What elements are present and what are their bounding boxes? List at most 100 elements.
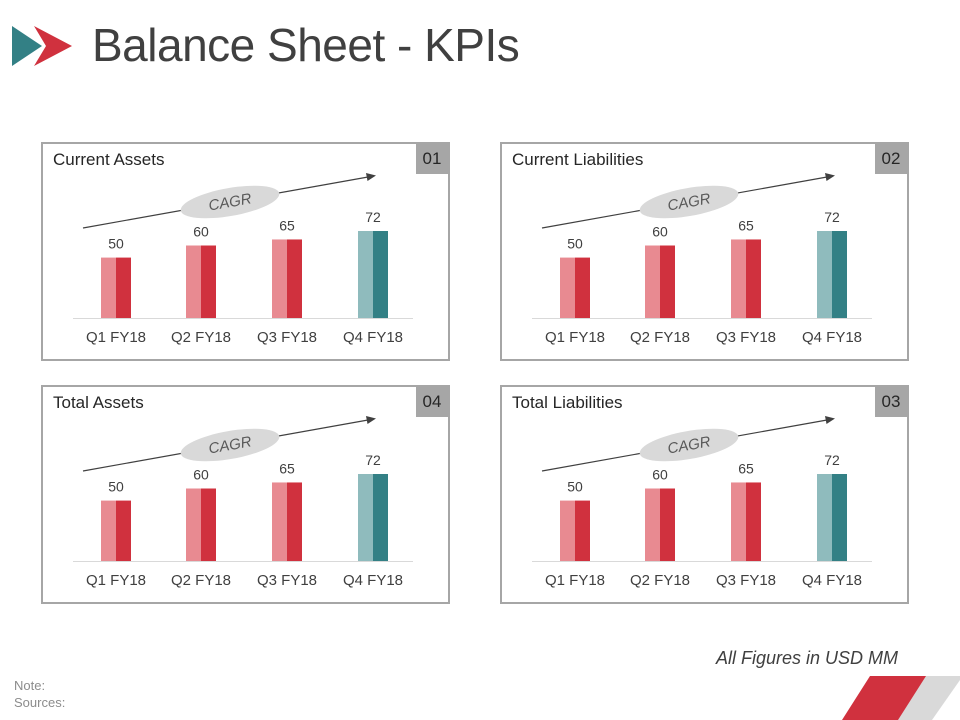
bar-q3-fy18	[731, 239, 761, 318]
panel-number-badge: 02	[875, 144, 907, 174]
cagr-ellipse	[639, 428, 739, 462]
bar-q3-fy18	[731, 482, 761, 561]
cagr-ellipse	[180, 185, 280, 219]
bar-q1-fy18	[101, 257, 131, 318]
bar-right-half	[201, 488, 216, 561]
data-label: 50	[108, 236, 124, 252]
category-label: Q3 FY18	[257, 572, 317, 589]
bar-left-half	[817, 474, 832, 561]
bar-right-half	[660, 245, 675, 318]
bar-right-half	[832, 474, 847, 561]
data-label: 72	[365, 452, 381, 468]
bar-left-half	[101, 257, 116, 318]
data-label: 65	[279, 217, 295, 233]
bar-q2-fy18	[186, 245, 216, 318]
bar-left-half	[560, 500, 575, 561]
kpi-panel-current-assets: CAGR 50 Q1 FY18 60 Q2 FY18 65 Q3 FY18 72 Q4 FY18…	[41, 142, 450, 361]
bar-right-half	[373, 231, 388, 318]
title-arrow-icon	[12, 26, 72, 66]
bar-right-half	[116, 500, 131, 561]
kpi-panel-current-liabilities: CAGR 50 Q1 FY18 60 Q2 FY18 65 Q3 FY18 72 Q4 FY18…	[500, 142, 909, 361]
bar-right-half	[832, 231, 847, 318]
panel-title: Total Assets	[53, 393, 144, 412]
category-label: Q2 FY18	[630, 329, 690, 346]
category-label: Q2 FY18	[171, 572, 231, 589]
bar-q4-fy18	[358, 231, 388, 318]
bar-q2-fy18	[645, 488, 675, 561]
panel-number-badge: 01	[416, 144, 448, 174]
bar-right-half	[575, 257, 590, 318]
panel-title: Current Liabilities	[512, 150, 644, 169]
bar-q3-fy18	[272, 482, 302, 561]
page-title: Balance Sheet - KPIs	[92, 19, 520, 71]
category-label: Q1 FY18	[545, 329, 605, 346]
bar-left-half	[645, 488, 660, 561]
bar-left-half	[560, 257, 575, 318]
bar-left-half	[731, 482, 746, 561]
data-label: 50	[108, 479, 124, 495]
category-label: Q3 FY18	[716, 572, 776, 589]
category-label: Q2 FY18	[171, 329, 231, 346]
bar-right-half	[287, 239, 302, 318]
data-label: 72	[824, 452, 840, 468]
bar-left-half	[817, 231, 832, 318]
category-label: Q1 FY18	[545, 572, 605, 589]
category-label: Q4 FY18	[343, 572, 403, 589]
bar-left-half	[645, 245, 660, 318]
note-label: Note:	[14, 678, 46, 693]
bar-right-half	[746, 239, 761, 318]
category-label: Q1 FY18	[86, 572, 146, 589]
bar-left-half	[101, 500, 116, 561]
data-label: 50	[567, 479, 583, 495]
data-label: 60	[193, 224, 209, 240]
category-label: Q1 FY18	[86, 329, 146, 346]
category-label: Q3 FY18	[716, 329, 776, 346]
category-label: Q3 FY18	[257, 329, 317, 346]
bar-right-half	[287, 482, 302, 561]
cagr-arrowhead-icon	[825, 173, 835, 181]
bar-right-half	[575, 500, 590, 561]
panel-number-badge: 03	[875, 387, 907, 417]
data-label: 72	[824, 209, 840, 225]
bar-q3-fy18	[272, 239, 302, 318]
bar-right-half	[116, 257, 131, 318]
bar-left-half	[186, 488, 201, 561]
bar-right-half	[660, 488, 675, 561]
cagr-ellipse	[639, 185, 739, 219]
bar-q1-fy18	[560, 500, 590, 561]
bar-right-half	[201, 245, 216, 318]
cagr-arrowhead-icon	[366, 416, 376, 424]
panel-title: Current Assets	[53, 150, 165, 169]
bar-left-half	[358, 231, 373, 318]
bar-q4-fy18	[817, 474, 847, 561]
bar-q2-fy18	[645, 245, 675, 318]
category-label: Q4 FY18	[343, 329, 403, 346]
bar-left-half	[731, 239, 746, 318]
bar-right-half	[746, 482, 761, 561]
bar-right-half	[373, 474, 388, 561]
panel-title: Total Liabilities	[512, 393, 623, 412]
kpi-panel-total-liabilities: CAGR 50 Q1 FY18 60 Q2 FY18 65 Q3 FY18 72 Q4 FY18…	[500, 385, 909, 604]
bar-q4-fy18	[358, 474, 388, 561]
bar-left-half	[186, 245, 201, 318]
category-label: Q4 FY18	[802, 572, 862, 589]
bar-q1-fy18	[560, 257, 590, 318]
data-label: 60	[652, 224, 668, 240]
sources-label: Sources:	[14, 695, 66, 710]
cagr-arrowhead-icon	[825, 416, 835, 424]
data-label: 50	[567, 236, 583, 252]
data-label: 65	[738, 217, 754, 233]
bar-q2-fy18	[186, 488, 216, 561]
bar-left-half	[358, 474, 373, 561]
bar-left-half	[272, 239, 287, 318]
data-label: 65	[279, 460, 295, 476]
bar-q4-fy18	[817, 231, 847, 318]
category-label: Q2 FY18	[630, 572, 690, 589]
data-label: 60	[193, 467, 209, 483]
units-footnote: All Figures in USD MM	[715, 648, 898, 668]
bar-q1-fy18	[101, 500, 131, 561]
cagr-arrowhead-icon	[366, 173, 376, 181]
